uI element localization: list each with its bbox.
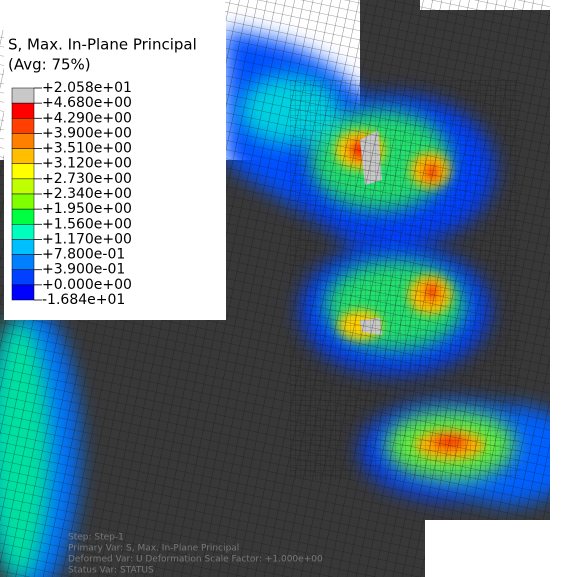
legend: S, Max. In-Plane Principal (Avg: 75%) +2… <box>4 20 226 320</box>
legend-label: +3.900e+00 <box>42 125 132 141</box>
legend-label: +4.680e+00 <box>42 95 132 111</box>
legend-swatch <box>12 149 34 164</box>
legend-label: +0.000e+00 <box>42 277 132 293</box>
viewport: S, Max. In-Plane Principal (Avg: 75%) +2… <box>0 0 578 577</box>
legend-label: +1.950e+00 <box>42 201 132 217</box>
legend-label: -1.684e+01 <box>42 292 125 308</box>
legend-title: S, Max. In-Plane Principal <box>8 36 197 54</box>
status-line: Primary Var: S, Max. In-Plane Principal <box>68 544 239 554</box>
legend-swatch <box>12 285 34 300</box>
status-line: Status Var: STATUS <box>68 566 154 576</box>
legend-swatch <box>12 224 34 239</box>
legend-swatch <box>12 103 34 118</box>
legend-swatch <box>12 164 34 179</box>
legend-label: +3.900e-01 <box>42 262 125 278</box>
legend-swatch <box>12 239 34 254</box>
status-line: Deformed Var: U Deformation Scale Factor… <box>68 555 323 565</box>
legend-title: (Avg: 75%) <box>8 56 91 74</box>
legend-label: +3.120e+00 <box>42 156 132 172</box>
legend-label: +1.560e+00 <box>42 216 132 232</box>
legend-label: +2.730e+00 <box>42 171 132 187</box>
legend-label: +1.170e+00 <box>42 231 132 247</box>
legend-label: +7.800e-01 <box>42 247 125 263</box>
legend-swatch <box>12 88 34 103</box>
legend-label: +3.510e+00 <box>42 141 132 157</box>
legend-swatch <box>12 194 34 209</box>
legend-label: +4.290e+00 <box>42 110 132 126</box>
legend-swatch <box>12 270 34 285</box>
status-line: Step: Step-1 <box>68 533 124 543</box>
legend-swatch <box>12 118 34 133</box>
legend-swatch <box>12 255 34 270</box>
legend-swatch <box>12 133 34 148</box>
legend-label: +2.340e+00 <box>42 186 132 202</box>
legend-swatch <box>12 209 34 224</box>
legend-swatch <box>12 179 34 194</box>
legend-label: +2.058e+01 <box>42 80 132 96</box>
